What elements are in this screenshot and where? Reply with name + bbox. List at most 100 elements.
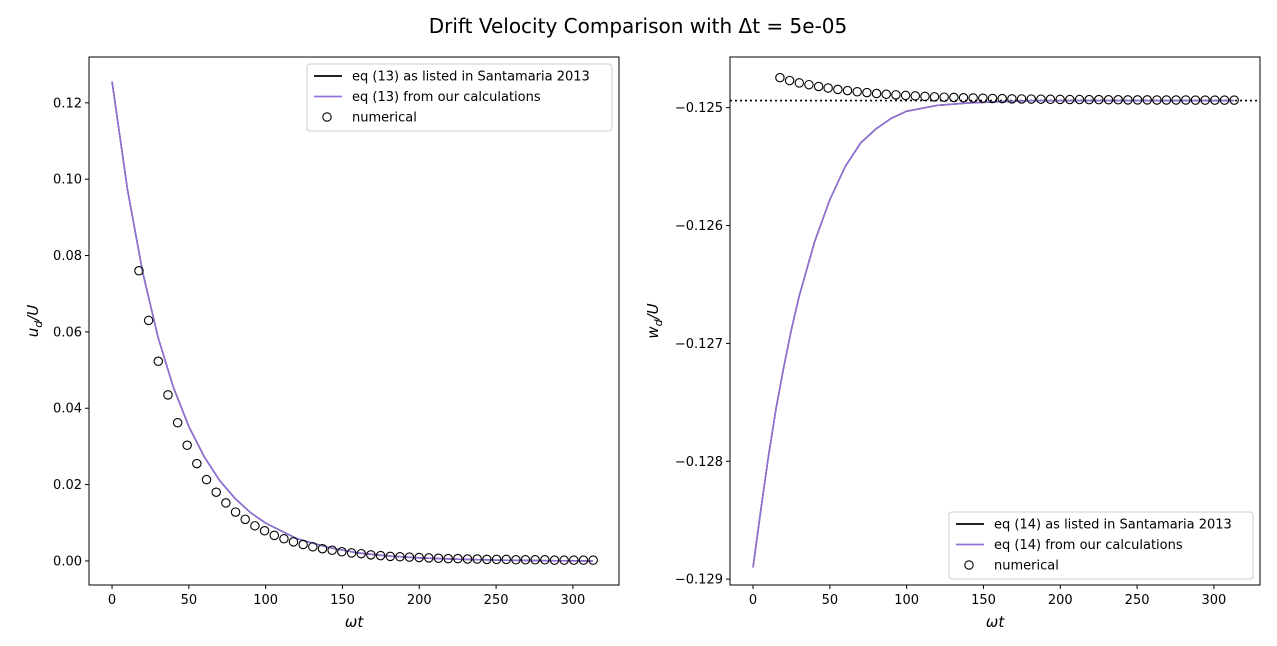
y-tick-label: −0.128 <box>675 455 723 470</box>
legend-entry-label: numerical <box>352 111 417 126</box>
scatter-point <box>910 91 921 101</box>
y-axis-label-tail: /U <box>24 305 42 323</box>
x-tick-label: 100 <box>894 593 919 608</box>
y-tick-label: −0.126 <box>675 219 723 234</box>
scatter-point <box>1152 95 1162 105</box>
scatter-point <box>1123 95 1133 105</box>
scatter-point <box>337 547 347 557</box>
scatter-point <box>1171 95 1181 105</box>
scatter-point <box>1200 95 1210 105</box>
plot-data <box>752 72 1239 568</box>
x-tick-label: 300 <box>560 593 585 608</box>
y-tick-label: −0.129 <box>675 573 723 588</box>
scatter-point <box>366 550 376 560</box>
scatter-point <box>540 555 550 565</box>
y-axis-label-subscript: d <box>32 320 45 328</box>
scatter-point <box>1219 95 1230 105</box>
scatter-point <box>1142 95 1152 105</box>
x-axis-label: ωt <box>345 613 365 631</box>
scatter-point <box>221 498 231 508</box>
scatter-point <box>279 534 289 544</box>
scatter-point <box>482 554 492 565</box>
scatter-point <box>153 356 164 367</box>
scatter-point <box>250 521 260 531</box>
scatter-point <box>308 542 318 552</box>
x-tick-label: 150 <box>330 593 355 608</box>
y-tick-label: 0.12 <box>53 96 82 111</box>
scatter-point <box>298 539 308 550</box>
scatter-point <box>356 548 366 559</box>
scatter-point <box>134 266 144 276</box>
scatter-point <box>794 78 805 88</box>
scatter-point <box>578 555 589 565</box>
x-tick-label: 0 <box>749 593 757 608</box>
scatter-point <box>1065 94 1075 105</box>
scatter-point <box>929 92 940 102</box>
scatter-point <box>163 390 173 400</box>
scatter-point <box>327 545 337 556</box>
y-tick-label: −0.125 <box>675 101 723 116</box>
axes-frame <box>88 56 620 586</box>
legend: eq (13) as listed in Santamaria 2013 eq (… <box>306 63 613 132</box>
scatter-point <box>530 555 540 565</box>
scatter-point <box>1045 94 1056 105</box>
scatter-point <box>1016 94 1027 104</box>
scatter-point <box>1210 95 1220 105</box>
scatter-point <box>143 315 154 326</box>
scatter-point <box>823 83 833 93</box>
scatter-point <box>1190 95 1201 105</box>
scatter-point <box>192 458 202 469</box>
scatter-point <box>804 79 814 90</box>
y-tick-label: 0.04 <box>53 402 82 417</box>
y-axis-label-main: w <box>644 326 662 339</box>
y-tick-label: 0.06 <box>53 325 82 340</box>
scatter-point <box>211 487 221 497</box>
scatter-point <box>520 555 531 565</box>
scatter-point <box>1229 95 1239 105</box>
scatter-point <box>559 555 569 565</box>
scatter-point <box>1084 94 1094 105</box>
series-line-1 <box>111 81 593 562</box>
scatter-point <box>240 514 250 525</box>
left-chart-panel: 0 50 100 150 200 250 300 0.00 0.02 0.04 0.06 0.08 0.… <box>24 56 620 631</box>
scatter-point <box>1113 95 1123 105</box>
legend-swatch-marker <box>322 112 332 122</box>
scatter-point <box>1161 95 1172 105</box>
scatter-point <box>172 417 183 428</box>
scatter-point <box>375 550 386 561</box>
scatter-point <box>1094 94 1104 105</box>
scatter-point <box>1007 94 1017 104</box>
x-tick-label: 0 <box>108 593 116 608</box>
scatter-point <box>511 555 521 565</box>
scatter-point <box>784 75 795 86</box>
scatter-point <box>1055 94 1065 105</box>
axes-frame <box>729 56 1261 586</box>
scatter-point <box>472 554 482 564</box>
scatter-point <box>433 553 444 564</box>
scatter-point <box>491 554 502 565</box>
scatter-point <box>842 85 853 96</box>
scatter-point <box>269 530 280 541</box>
scatter-point <box>259 526 270 536</box>
scatter-point <box>414 552 424 563</box>
scatter-point <box>920 91 930 102</box>
scatter-point <box>462 554 473 564</box>
scatter-point <box>978 93 988 104</box>
scatter-point <box>881 89 891 99</box>
right-chart-panel: 0 50 100 150 200 250 300 −0.129 −0.128 −0.127 −0.1… <box>644 56 1261 631</box>
x-axis-label: ωt <box>986 613 1006 631</box>
legend-box <box>948 511 1254 580</box>
scatter-point <box>775 72 785 83</box>
legend-entry-label: eq (14) from our calculations <box>994 538 1183 553</box>
scatter-point <box>1181 95 1191 105</box>
scatter-point <box>1132 95 1143 105</box>
legend-entry-label: eq (13) as listed in Santamaria 2013 <box>352 70 590 85</box>
scatter-point <box>900 90 911 101</box>
scatter-point <box>968 93 978 103</box>
legend-swatch-marker <box>964 560 974 570</box>
y-tick-label: 0.02 <box>53 478 82 493</box>
x-tick-label: 200 <box>1048 593 1073 608</box>
scatter-point <box>891 90 901 100</box>
scatter-point <box>987 93 998 104</box>
y-axis-label: wd/U <box>644 303 665 338</box>
